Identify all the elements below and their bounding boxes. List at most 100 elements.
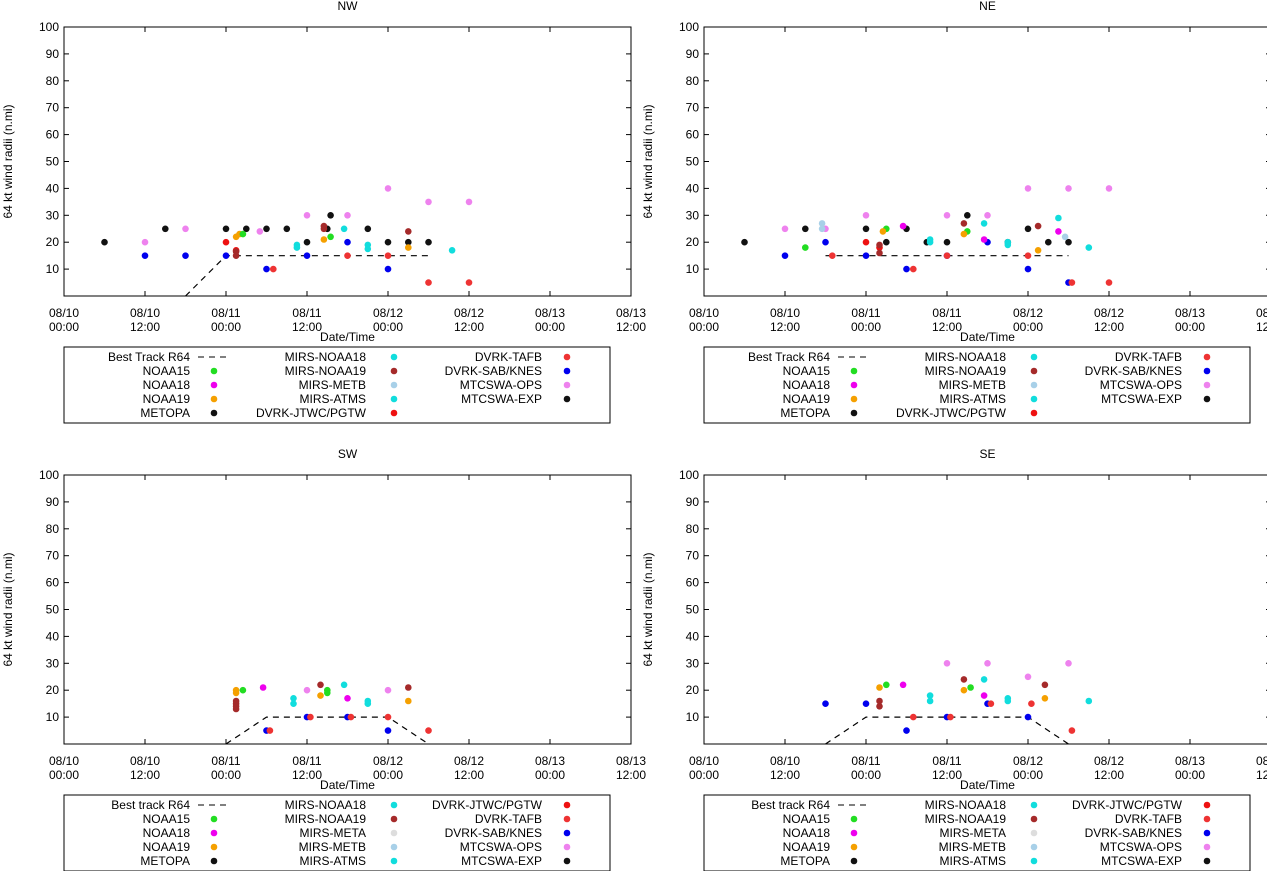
data-point bbox=[344, 252, 351, 259]
data-point bbox=[1055, 214, 1062, 222]
legend-dot-sample bbox=[1030, 381, 1038, 389]
best-track-line bbox=[825, 716, 1069, 744]
data-point bbox=[960, 220, 968, 227]
x-tick-date: 08/13 bbox=[1256, 306, 1267, 320]
data-point bbox=[862, 700, 870, 707]
data-point bbox=[876, 697, 883, 705]
data-point bbox=[283, 225, 291, 233]
data-point bbox=[239, 686, 247, 694]
legend-box bbox=[63, 346, 611, 424]
data-point bbox=[182, 252, 189, 259]
x-tick-time: 00:00 bbox=[1013, 768, 1043, 782]
legend-label: MIRS-META bbox=[300, 826, 366, 840]
legend-dot-sample bbox=[1030, 353, 1038, 361]
legend-label: MIRS-METB bbox=[939, 378, 1006, 392]
data-point bbox=[1068, 279, 1076, 286]
data-point bbox=[324, 686, 331, 694]
data-point bbox=[364, 700, 372, 707]
legend-label: MTCSWA-OPS bbox=[460, 378, 542, 392]
x-tick-time: 00:00 bbox=[211, 320, 241, 334]
data-point bbox=[344, 695, 351, 702]
data-point bbox=[317, 681, 324, 689]
data-point bbox=[405, 244, 412, 251]
data-point bbox=[960, 686, 968, 694]
legend-dot-sample bbox=[850, 409, 858, 417]
legend-dot-sample bbox=[210, 409, 218, 417]
x-tick-date: 08/11 bbox=[211, 306, 240, 320]
legend-label: METOPA bbox=[780, 854, 830, 868]
legend-label: NOAA18 bbox=[143, 378, 191, 392]
y-tick-label: 10 bbox=[686, 710, 700, 724]
legend-label: MTCSWA-EXP bbox=[461, 392, 542, 406]
x-tick-time: 00:00 bbox=[851, 320, 881, 334]
legend-label: MIRS-NOAA18 bbox=[285, 798, 367, 812]
data-point bbox=[327, 233, 334, 241]
x-tick-date: 08/11 bbox=[292, 306, 321, 320]
data-point bbox=[1085, 697, 1093, 705]
y-tick-label: 70 bbox=[46, 101, 60, 115]
x-tick-date: 08/10 bbox=[770, 754, 800, 768]
legend-dot-sample bbox=[1203, 395, 1211, 403]
series-noaa18 bbox=[899, 222, 1062, 243]
data-point bbox=[1034, 247, 1042, 254]
x-tick-date: 08/11 bbox=[932, 754, 961, 768]
data-point bbox=[1024, 252, 1032, 259]
y-axis-label: 64 kt wind radii (n.mi) bbox=[641, 552, 655, 666]
legend-dot-sample bbox=[850, 857, 858, 865]
y-tick-label: 80 bbox=[686, 522, 700, 536]
panel-nw: NW10203040506070809010008/1000:0008/1012… bbox=[1, 0, 646, 424]
data-point bbox=[384, 252, 392, 259]
legend-dot-sample bbox=[210, 395, 218, 403]
data-point bbox=[879, 228, 887, 235]
x-tick-time: 00:00 bbox=[49, 320, 79, 334]
y-tick-label: 50 bbox=[686, 155, 700, 169]
y-tick-label: 40 bbox=[46, 629, 60, 643]
y-tick-label: 60 bbox=[686, 128, 700, 142]
legend-dot-sample bbox=[1203, 381, 1211, 389]
legend-dot-sample bbox=[1203, 801, 1211, 809]
data-point bbox=[263, 265, 270, 273]
data-point bbox=[384, 238, 392, 246]
data-point bbox=[822, 238, 829, 246]
data-point bbox=[425, 727, 432, 734]
legend-label: DVRK-JTWC/PGTW bbox=[1072, 798, 1183, 812]
legend-label: MTCSWA-OPS bbox=[1100, 378, 1182, 392]
legend-label: NOAA19 bbox=[783, 392, 831, 406]
legend-label: DVRK-SAB/KNES bbox=[1085, 826, 1182, 840]
y-tick-label: 10 bbox=[46, 710, 60, 724]
legend-dot-sample bbox=[1203, 829, 1211, 837]
series-mirs-atms bbox=[293, 244, 456, 254]
legend-dot-sample bbox=[563, 857, 571, 865]
data-point bbox=[1085, 244, 1093, 251]
y-tick-label: 20 bbox=[686, 683, 700, 697]
legend-dot-sample bbox=[1203, 353, 1211, 361]
x-tick-date: 08/10 bbox=[130, 754, 160, 768]
data-point bbox=[307, 713, 314, 721]
legend-dot-sample bbox=[850, 381, 858, 389]
panel-se: SE10203040506070809010008/1000:0008/1012… bbox=[641, 447, 1267, 871]
legend-dot-sample bbox=[390, 815, 398, 823]
data-point bbox=[876, 703, 883, 710]
legend-box bbox=[703, 794, 1251, 871]
data-point bbox=[222, 238, 230, 246]
legend-dot-sample bbox=[850, 815, 858, 823]
data-point bbox=[1045, 238, 1052, 246]
x-tick-date: 08/13 bbox=[535, 306, 565, 320]
y-tick-label: 90 bbox=[46, 47, 60, 61]
data-point bbox=[405, 697, 412, 705]
x-tick-time: 00:00 bbox=[1175, 320, 1205, 334]
series-mtcswa-ops bbox=[943, 660, 1072, 681]
x-tick-time: 12:00 bbox=[292, 320, 322, 334]
legend-label: DVRK-TAFB bbox=[1115, 812, 1182, 826]
x-tick-time: 00:00 bbox=[1013, 320, 1043, 334]
data-point bbox=[876, 241, 883, 249]
data-point bbox=[384, 686, 392, 694]
x-tick-time: 12:00 bbox=[770, 768, 800, 782]
data-point bbox=[1024, 265, 1032, 273]
x-tick-date: 08/12 bbox=[373, 306, 403, 320]
data-point bbox=[903, 265, 910, 273]
y-tick-label: 20 bbox=[46, 235, 60, 249]
data-point bbox=[266, 727, 274, 734]
series-dvrk-tafb bbox=[270, 252, 473, 286]
data-point bbox=[980, 676, 988, 683]
